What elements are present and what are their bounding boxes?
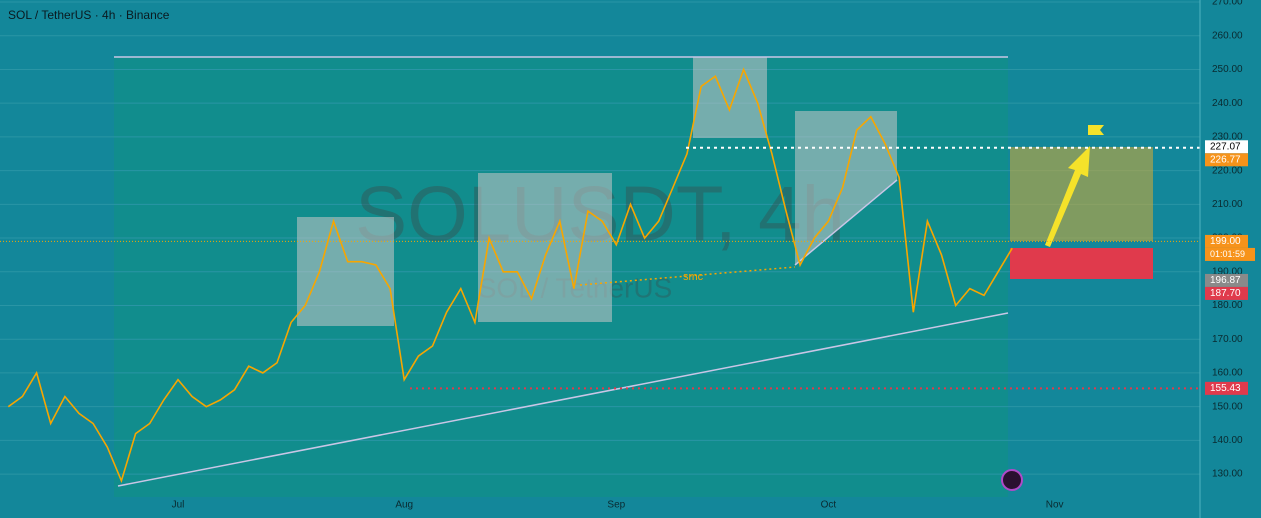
x-tick-label: Sep (607, 500, 625, 511)
x-tick-label: Nov (1046, 500, 1064, 511)
y-tick-label: 250.00 (1212, 64, 1243, 75)
zone-box (478, 173, 612, 322)
y-tick-label: 230.00 (1212, 132, 1243, 143)
y-tick-label: 130.00 (1212, 469, 1243, 480)
price-label-box (1205, 140, 1248, 154)
x-tick-label: Oct (821, 500, 837, 511)
price-label-box (1205, 286, 1248, 300)
y-tick-label: 140.00 (1212, 435, 1243, 446)
price-label-box (1205, 234, 1248, 248)
price-line (7, 67, 1013, 484)
price-label-box (1205, 273, 1248, 287)
price-label: 199.00 (1210, 236, 1241, 247)
flag (1090, 125, 1104, 135)
support-line (117, 312, 1009, 487)
y-tick-label: 260.00 (1212, 30, 1243, 41)
icon (1001, 469, 1023, 491)
zone-triangle (795, 111, 897, 265)
countdown: 01:01:59 (1210, 249, 1245, 259)
y-tick-label: 150.00 (1212, 401, 1243, 412)
chart-title: SOL / TetherUS · 4h · Binance (8, 8, 170, 22)
stop-zone (1010, 248, 1153, 279)
zone-box (297, 217, 394, 326)
y-tick-label: 270.00 (1212, 0, 1243, 8)
trend-line (794, 179, 898, 266)
annotation: smc (683, 271, 704, 283)
countdown-box (1205, 247, 1255, 261)
arrow (1045, 146, 1090, 247)
price-label: 227.07 (1210, 141, 1241, 152)
price-label: 196.87 (1210, 275, 1241, 286)
y-tick-label: 160.00 (1212, 368, 1243, 379)
price-label-box (1205, 381, 1248, 395)
price-label: 226.77 (1210, 154, 1241, 165)
price-label: 155.43 (1210, 383, 1241, 394)
y-tick-label: 210.00 (1212, 199, 1243, 210)
y-tick-label: 190.00 (1212, 266, 1243, 277)
price-label-box (1205, 153, 1248, 167)
y-tick-label: 240.00 (1212, 98, 1243, 109)
smc-line (579, 266, 796, 286)
price-label: 187.70 (1210, 288, 1241, 299)
flag (1088, 125, 1090, 135)
y-tick-label: 180.00 (1212, 300, 1243, 311)
x-tick-label: Aug (395, 500, 413, 511)
y-tick-label: 170.00 (1212, 334, 1243, 345)
y-tick-label: 220.00 (1212, 165, 1243, 176)
x-tick-label: Jul (172, 500, 185, 511)
